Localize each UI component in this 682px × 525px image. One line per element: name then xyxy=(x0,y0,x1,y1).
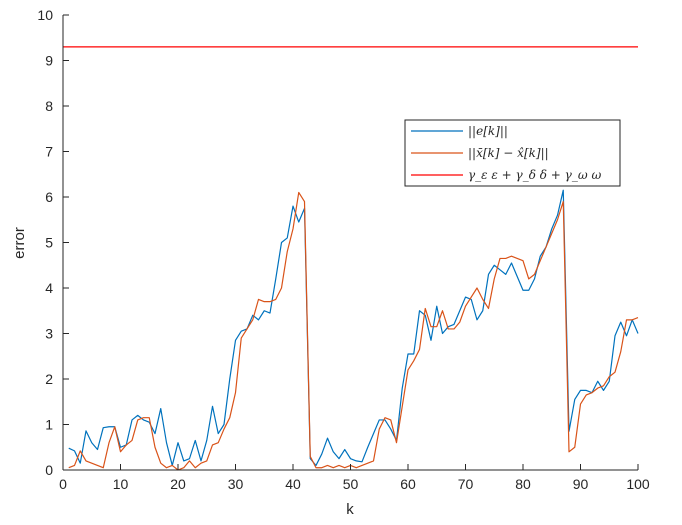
y-tick-label: 0 xyxy=(45,462,53,478)
y-tick-label: 8 xyxy=(45,98,53,114)
y-tick-label: 4 xyxy=(45,280,53,296)
x-tick-label: 60 xyxy=(400,476,416,492)
x-tick-label: 20 xyxy=(170,476,186,492)
series-layer xyxy=(63,46,639,471)
y-tick-label: 7 xyxy=(45,144,53,160)
x-tick-label: 90 xyxy=(573,476,589,492)
y-tick-label: 9 xyxy=(45,53,53,69)
y-tick-label: 2 xyxy=(45,371,53,387)
y-axis-label: error xyxy=(11,227,28,259)
series-line-e xyxy=(68,189,639,467)
x-tick-label: 0 xyxy=(59,476,67,492)
axes-layer: 0 10 20 30 40 50 60 70 80 90 100 0 1 2 3 4 5 6 7 8 9 10 xyxy=(37,7,649,492)
y-tick-label: 1 xyxy=(45,417,53,433)
x-tick-label: 40 xyxy=(285,476,301,492)
legend-label-bound: γ_ε ε + γ_δ δ + γ_ω ω xyxy=(468,168,601,182)
x-tick-label: 30 xyxy=(228,476,244,492)
x-tick-label: 100 xyxy=(626,476,650,492)
y-tick-label: 10 xyxy=(37,7,53,23)
x-tick-label: 80 xyxy=(515,476,531,492)
legend: ||e[k]|| ||x̄[k] − x̂[k]|| γ_ε ε + γ_δ δ… xyxy=(404,119,621,187)
y-tick-label: 5 xyxy=(45,235,53,251)
x-tick-label: 10 xyxy=(113,476,129,492)
series-line-xdiff xyxy=(68,191,639,471)
x-tick-label: 70 xyxy=(458,476,474,492)
legend-label-e: ||e[k]|| xyxy=(468,124,508,138)
x-axis-label: k xyxy=(346,501,354,518)
legend-label-xdiff: ||x̄[k] − x̂[k]|| xyxy=(468,146,549,160)
x-tick-label: 50 xyxy=(343,476,359,492)
y-tick-label: 6 xyxy=(45,189,53,205)
y-tick-label: 3 xyxy=(45,326,53,342)
